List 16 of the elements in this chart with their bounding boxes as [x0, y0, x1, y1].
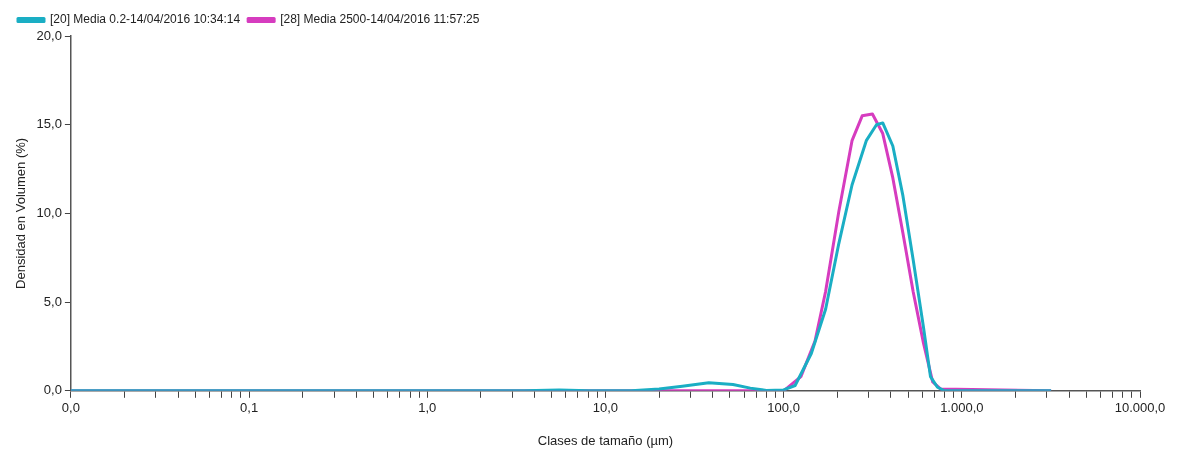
- legend-label: [20] Media 0.2-14/04/2016 10:34:14: [50, 12, 241, 27]
- x-tick-label: 0,0: [61, 400, 80, 416]
- x-tick-label: 0,1: [240, 400, 259, 416]
- y-tick-label: 10,0: [36, 204, 62, 220]
- x-tick-label: 1.000,0: [940, 400, 984, 416]
- y-tick-label: 5,0: [43, 293, 62, 309]
- y-tick-label: 15,0: [36, 116, 62, 132]
- legend-label: [28] Media 2500-14/04/2016 11:57:25: [280, 12, 480, 27]
- y-axis-title: Densidad en Volumen (%): [13, 137, 29, 289]
- x-tick-label: 10,0: [592, 400, 619, 416]
- y-tick-label: 20,0: [36, 27, 62, 43]
- x-tick-label: 10.000,0: [1114, 400, 1166, 416]
- x-axis-title: Clases de tamaño (µm): [537, 432, 674, 448]
- y-tick-label: 0,0: [43, 382, 62, 398]
- x-tick-label: 100,0: [767, 400, 800, 416]
- x-tick-label: 1,0: [418, 400, 437, 416]
